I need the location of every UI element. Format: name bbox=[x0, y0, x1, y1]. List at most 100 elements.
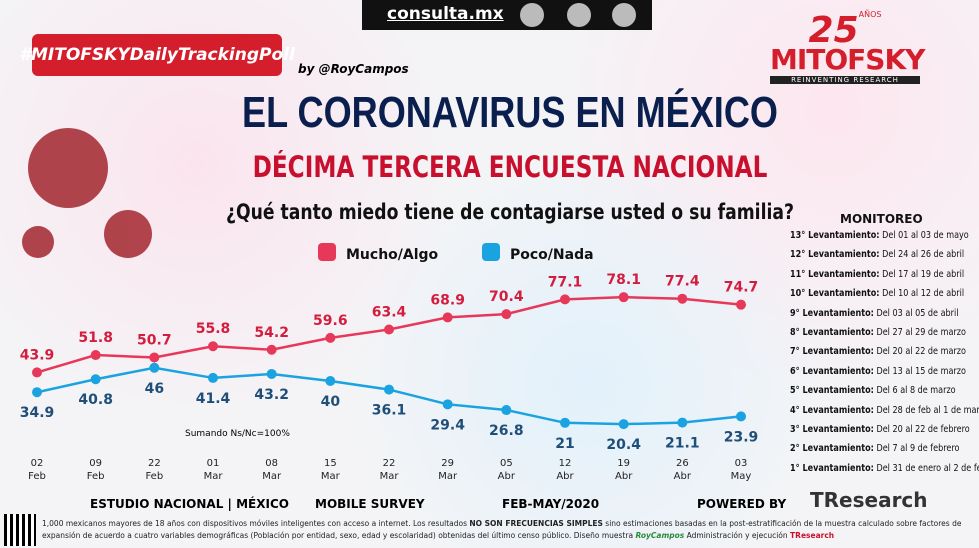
point bbox=[560, 294, 570, 305]
monitoring-row: 4° Levantamiento: Del 28 de feb al 1 de … bbox=[790, 401, 979, 420]
data-label: 68.9 bbox=[430, 292, 465, 308]
footnote-brand: TResearch bbox=[790, 531, 835, 540]
subtitle: DÉCIMA TERCERA ENCUESTA NACIONAL bbox=[252, 150, 768, 184]
facebook-icon[interactable] bbox=[567, 3, 591, 27]
x-tick-label: 22 Mar bbox=[379, 458, 399, 482]
data-label: 59.6 bbox=[313, 313, 348, 329]
site-link[interactable]: consulta.mx bbox=[387, 4, 504, 24]
point bbox=[325, 332, 336, 343]
monitoring-row: 8° Levantamiento: Del 27 al 29 de marzo bbox=[790, 323, 979, 342]
data-label: 78.1 bbox=[606, 272, 641, 288]
monitoring-label: 5° Levantamiento: bbox=[790, 385, 874, 397]
point bbox=[442, 312, 453, 323]
footnote-text: 1,000 mexicanos mayores de 18 años con d… bbox=[42, 519, 467, 528]
x-tick-label: 03 May bbox=[730, 458, 752, 482]
monitoring-dates: Del 24 al 26 de abril bbox=[882, 249, 965, 261]
monitoring-row: 3° Levantamiento: Del 20 al 22 de febrer… bbox=[790, 420, 979, 439]
logo: 25AÑOS MITOFSKY REINVENTING RESEARCH bbox=[770, 10, 925, 84]
monitoring-dates: Del 6 al 8 de marzo bbox=[876, 385, 956, 397]
data-label: 23.9 bbox=[724, 429, 759, 445]
data-label: 51.8 bbox=[78, 330, 113, 346]
data-label: 77.1 bbox=[548, 274, 583, 290]
footnote-text: sino estimaciones basadas en la post-est… bbox=[42, 519, 962, 540]
data-label: 21.1 bbox=[665, 436, 700, 452]
question: ¿Qué tanto miedo tiene de contagiarse us… bbox=[225, 200, 795, 224]
point bbox=[32, 367, 42, 378]
monitoring-row: 13° Levantamiento: Del 01 al 03 de mayo bbox=[790, 226, 979, 245]
data-label: 26.8 bbox=[489, 423, 524, 439]
point bbox=[442, 399, 453, 410]
monitoring-dates: Del 13 al 15 de marzo bbox=[876, 365, 966, 377]
footnote-author: RoyCampos bbox=[635, 531, 685, 540]
data-label: 40.8 bbox=[78, 392, 113, 408]
monitoring-row: 6° Levantamiento: Del 13 al 15 de marzo bbox=[790, 362, 979, 381]
logo-tagline: REINVENTING RESEARCH bbox=[770, 76, 920, 84]
monitoring-dates: Del 10 al 12 de abril bbox=[882, 288, 965, 300]
monitoring-row: 7° Levantamiento: Del 20 al 22 de marzo bbox=[790, 342, 979, 361]
monitoring-row: 12° Levantamiento: Del 24 al 26 de abril bbox=[790, 245, 979, 264]
data-label: 63.4 bbox=[372, 305, 407, 321]
data-label: 50.7 bbox=[137, 332, 172, 348]
monitoring-row: 2° Levantamiento: Del 7 al 9 de febrero bbox=[790, 439, 979, 458]
x-tick-label: 08 Mar bbox=[262, 458, 282, 482]
legend-swatch bbox=[318, 243, 336, 261]
footnote-bold: NO SON FRECUENCIAS SIMPLES bbox=[469, 519, 603, 528]
twitter-icon[interactable] bbox=[520, 3, 544, 27]
monitoring-row: 11° Levantamiento: Del 17 al 19 de abril bbox=[790, 265, 979, 284]
monitoring-title: MONITOREO bbox=[840, 212, 923, 226]
data-label: 34.9 bbox=[20, 405, 55, 421]
monitoring-row: 1° Levantamiento: Del 31 de enero al 2 d… bbox=[790, 459, 979, 478]
monitoring-dates: Del 20 al 22 de marzo bbox=[876, 346, 966, 358]
point bbox=[736, 411, 746, 422]
point bbox=[90, 350, 101, 361]
data-label: 29.4 bbox=[430, 417, 465, 433]
monitoring-label: 3° Levantamiento: bbox=[790, 423, 874, 435]
monitoring-label: 4° Levantamiento: bbox=[790, 404, 874, 416]
top-bar: consulta.mx bbox=[362, 0, 652, 30]
point bbox=[736, 299, 746, 310]
point bbox=[90, 374, 101, 385]
youtube-icon[interactable] bbox=[612, 3, 636, 27]
logo-anos: AÑOS bbox=[858, 10, 882, 19]
logo-years: 25 bbox=[808, 10, 859, 51]
virus-decor bbox=[22, 128, 152, 258]
study: ESTUDIO NACIONAL | MÉXICO bbox=[90, 497, 289, 511]
x-tick-label: 19 Abr bbox=[615, 458, 633, 482]
legend-swatch bbox=[482, 243, 500, 261]
period: FEB-MAY/2020 bbox=[502, 497, 600, 511]
data-label: 70.4 bbox=[489, 289, 524, 305]
point bbox=[149, 362, 160, 373]
monitoring-row: 9° Levantamiento: Del 03 al 05 de abril bbox=[790, 304, 979, 323]
monitoring-label: 10° Levantamiento: bbox=[790, 288, 880, 300]
monitoring-label: 13° Levantamiento: bbox=[790, 230, 880, 241]
qr-code bbox=[4, 514, 36, 546]
point bbox=[618, 292, 629, 303]
footnote: 1,000 mexicanos mayores de 18 años con d… bbox=[42, 518, 972, 542]
byline: by @RoyCampos bbox=[298, 62, 409, 76]
point bbox=[32, 387, 42, 398]
point bbox=[384, 384, 394, 395]
monitoring-dates: Del 17 al 19 de abril bbox=[882, 268, 965, 280]
monitoring-row: 5° Levantamiento: Del 6 al 8 de marzo bbox=[790, 381, 979, 400]
legend-label: Mucho/Algo bbox=[346, 247, 439, 263]
point bbox=[677, 417, 688, 428]
data-label: 43.9 bbox=[20, 347, 55, 363]
monitoring-dates: Del 28 de feb al 1 de marzo bbox=[876, 404, 979, 416]
data-label: 77.4 bbox=[665, 274, 700, 290]
x-tick-label: 22 Feb bbox=[145, 458, 164, 482]
point bbox=[560, 417, 570, 428]
monitoring-dates: Del 31 de enero al 2 de feb bbox=[876, 462, 979, 474]
point bbox=[384, 324, 394, 335]
monitoring-label: 1° Levantamiento: bbox=[790, 462, 874, 474]
x-tick-label: 05 Abr bbox=[497, 458, 515, 482]
x-tick-label: 15 Mar bbox=[320, 458, 340, 482]
logo-name: MITOFSKY bbox=[770, 43, 925, 76]
monitoring-label: 2° Levantamiento: bbox=[790, 443, 874, 455]
brand: TResearch bbox=[810, 488, 928, 512]
data-label: 36.1 bbox=[372, 403, 407, 419]
monitoring-label: 6° Levantamiento: bbox=[790, 365, 874, 377]
point bbox=[325, 376, 336, 386]
point bbox=[208, 341, 218, 352]
